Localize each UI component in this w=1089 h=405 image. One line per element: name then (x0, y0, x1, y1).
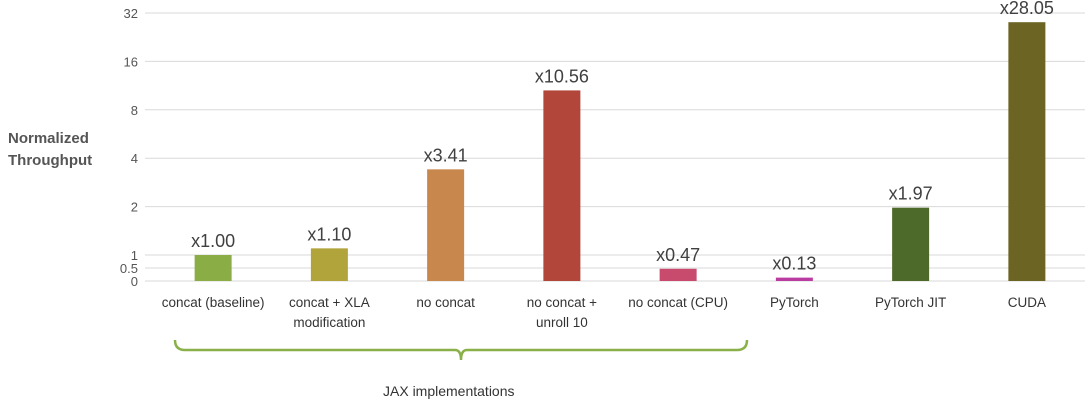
y-axis-label: Normalized Throughput (8, 128, 92, 172)
y-tick-label: 8 (131, 103, 138, 118)
jax-bracket-label: JAX implementations (383, 383, 515, 399)
bar (310, 248, 348, 281)
x-tick-label: CUDA (1008, 295, 1046, 310)
y-tick-label: 0 (131, 274, 138, 289)
y-axis-label-line-2: Throughput (8, 152, 93, 169)
x-tick-label: no concat (416, 295, 475, 310)
data-label: x28.05 (1000, 0, 1054, 18)
x-tick-label: unroll 10 (536, 315, 588, 330)
x-tick-label: concat + XLA (289, 295, 370, 310)
data-label: x1.97 (889, 184, 933, 204)
x-tick-label: no concat (CPU) (628, 295, 728, 310)
bar (543, 90, 581, 281)
y-tick-label: 32 (124, 6, 138, 21)
bar (659, 268, 697, 281)
data-label: x10.56 (535, 66, 589, 86)
bar (427, 169, 465, 281)
data-label: x0.47 (656, 245, 700, 265)
data-label: x1.10 (307, 224, 351, 244)
bar (194, 255, 232, 281)
bar (775, 277, 813, 281)
data-label: x1.00 (191, 231, 235, 251)
y-tick-label: 4 (131, 151, 138, 166)
x-tick-label: no concat + (527, 295, 597, 310)
x-tick-label: concat (baseline) (162, 295, 265, 310)
y-tick-label: 0.5 (120, 261, 138, 276)
x-tick-label: PyTorch (770, 295, 819, 310)
data-label: x3.41 (424, 145, 468, 165)
x-tick-label: modification (293, 315, 365, 330)
data-label: x0.13 (772, 254, 816, 274)
y-tick-label: 2 (131, 200, 138, 215)
y-tick-label: 1 (131, 248, 138, 263)
y-tick-label: 16 (124, 54, 138, 69)
jax-bracket (173, 339, 749, 361)
x-tick-label: PyTorch JIT (875, 295, 946, 310)
bar (1008, 22, 1046, 282)
y-axis-label-line-1: Normalized (8, 130, 89, 147)
bar (892, 207, 930, 281)
